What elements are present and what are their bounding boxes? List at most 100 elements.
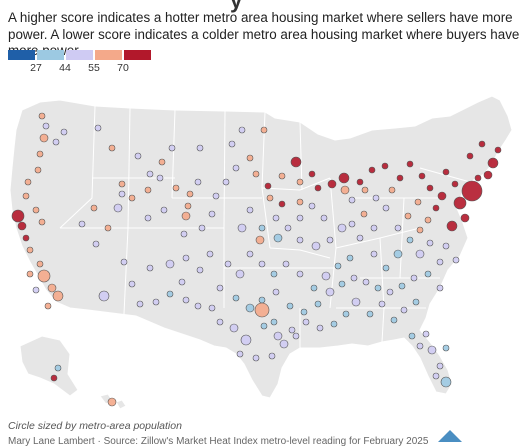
metro-dot <box>246 154 254 162</box>
metro-dot <box>38 218 46 226</box>
legend-tick-27: 27 <box>30 62 42 74</box>
metro-dot <box>432 204 440 212</box>
metro-dot <box>337 223 347 233</box>
metro-dot <box>11 209 25 223</box>
metro-dot <box>378 300 386 308</box>
metro-dot <box>474 174 482 182</box>
metro-dot <box>414 198 422 206</box>
metro-dot <box>216 284 224 292</box>
metro-dot <box>321 271 331 281</box>
metro-dot <box>232 164 240 172</box>
metro-dot <box>338 280 346 288</box>
legend-swatch-cool <box>37 50 64 60</box>
metro-dot <box>144 186 152 194</box>
metro-dot <box>90 204 98 212</box>
state-border-line <box>399 197 405 279</box>
metro-dot <box>222 178 230 186</box>
metro-dot <box>426 239 434 247</box>
legend-swatch-neutral <box>66 50 93 60</box>
metro-dot <box>483 170 493 180</box>
metro-dot <box>266 194 274 202</box>
metro-dot <box>356 234 364 242</box>
metro-dot <box>260 126 268 134</box>
metro-dot <box>208 304 216 312</box>
metro-dot <box>310 284 318 292</box>
metro-dot <box>370 224 378 232</box>
metro-dot <box>436 258 444 266</box>
metro-dot <box>426 184 434 192</box>
metro-dot <box>260 322 268 330</box>
metro-dot <box>446 220 458 232</box>
metro-dot <box>284 224 292 232</box>
metro-dot <box>252 354 260 362</box>
metro-dot <box>22 192 30 200</box>
metro-dot <box>26 270 34 278</box>
metro-dot <box>286 302 294 310</box>
metro-dot <box>186 190 194 198</box>
metro-dot <box>382 204 390 212</box>
metro-dot <box>416 226 424 234</box>
metro-dot <box>146 170 154 178</box>
metro-dot <box>406 236 414 244</box>
metro-dot <box>278 172 286 180</box>
state-border-line <box>269 247 331 259</box>
metro-dot <box>342 310 350 318</box>
metro-dot <box>278 200 286 208</box>
legend-swatch-warm <box>95 50 122 60</box>
metro-dot <box>416 342 424 350</box>
metro-dot <box>461 180 483 202</box>
metro-dot <box>427 345 437 355</box>
metro-dot <box>368 166 376 174</box>
metro-dot <box>300 308 308 316</box>
metro-dot <box>282 260 290 268</box>
metro-dot <box>108 144 116 152</box>
metro-dot <box>240 334 252 346</box>
state-border-line <box>123 227 129 315</box>
metro-dot <box>314 184 322 192</box>
metro-dot <box>432 372 440 380</box>
state-border-line <box>127 107 131 229</box>
metro-dot <box>258 260 266 268</box>
metro-dot <box>382 264 390 272</box>
metro-dot <box>168 144 176 152</box>
metro-dot <box>98 290 110 302</box>
metro-dot <box>440 376 452 388</box>
metro-dot <box>415 249 425 259</box>
metro-dot <box>128 280 136 288</box>
metro-dot <box>351 297 361 307</box>
metro-dot <box>194 302 202 310</box>
metro-dot <box>466 152 474 160</box>
legend-tick-55: 55 <box>88 62 100 74</box>
metro-dot <box>246 250 254 258</box>
metro-dot <box>184 202 192 210</box>
metro-dot <box>424 270 432 278</box>
metro-dot <box>50 374 58 382</box>
brand-logo-icon <box>438 430 462 442</box>
metro-dot <box>42 122 50 130</box>
metro-dot <box>228 140 236 148</box>
metro-dot <box>268 352 276 360</box>
metro-dot <box>160 206 168 214</box>
metro-dot <box>38 112 46 120</box>
metro-dot <box>120 258 128 266</box>
metro-dot <box>412 298 420 306</box>
metro-dot <box>182 254 190 262</box>
metro-dot <box>325 287 335 297</box>
metro-dot <box>246 206 254 214</box>
metro-dot <box>144 214 152 222</box>
alaska-shape <box>19 335 79 397</box>
metro-dot <box>334 262 342 270</box>
metro-dot <box>94 124 102 132</box>
metro-dot <box>180 230 188 238</box>
metro-dot <box>229 323 239 333</box>
metro-dot <box>146 264 154 272</box>
metro-dot <box>436 284 444 292</box>
metro-dot <box>374 284 382 292</box>
metro-dot <box>165 259 175 269</box>
metro-dot <box>258 224 266 232</box>
legend-swatch-cold <box>8 50 35 60</box>
metro-dot <box>245 303 255 313</box>
metro-dot <box>238 126 246 134</box>
metro-dot <box>273 233 283 243</box>
metro-dot <box>400 306 408 314</box>
